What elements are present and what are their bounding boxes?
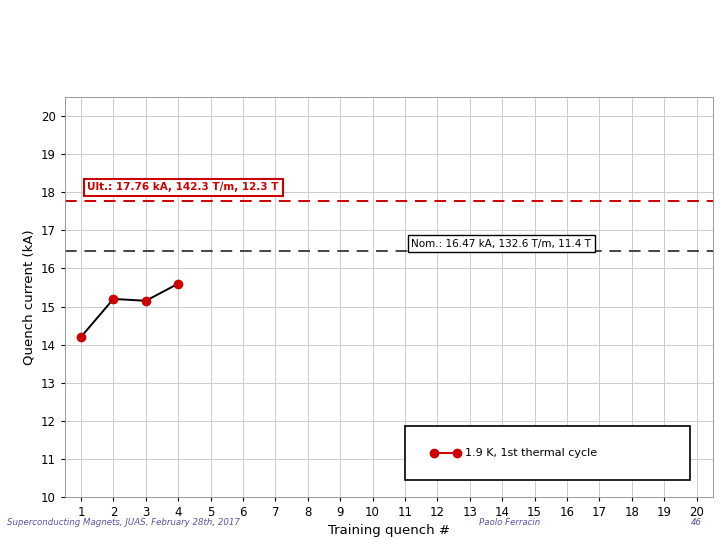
Text: 46: 46	[691, 518, 702, 526]
Text: Superconducting Magnets, JUAS, February 28th, 2017: Superconducting Magnets, JUAS, February …	[7, 518, 240, 526]
Y-axis label: Quench current (kA): Quench current (kA)	[22, 229, 35, 365]
X-axis label: Training quench #: Training quench #	[328, 524, 450, 537]
Text: CERN: CERN	[38, 28, 70, 38]
Text: Ult.: 17.76 kA, 142.3 T/m, 12.3 T: Ult.: 17.76 kA, 142.3 T/m, 12.3 T	[88, 183, 279, 192]
FancyBboxPatch shape	[405, 427, 690, 480]
Text: 1.9 K, 1st thermal cycle: 1.9 K, 1st thermal cycle	[465, 448, 597, 458]
Text: Paolo Ferracin: Paolo Ferracin	[479, 518, 540, 526]
Text: First test of Hi. Lumi Nb³Sn IR quadrupole: First test of Hi. Lumi Nb³Sn IR quadrupo…	[246, 58, 503, 71]
Text: Nom.: 16.47 kA, 132.6 T/m, 11.4 T: Nom.: 16.47 kA, 132.6 T/m, 11.4 T	[411, 239, 591, 249]
Text: MQXFS01 test: MQXFS01 test	[313, 21, 436, 35]
